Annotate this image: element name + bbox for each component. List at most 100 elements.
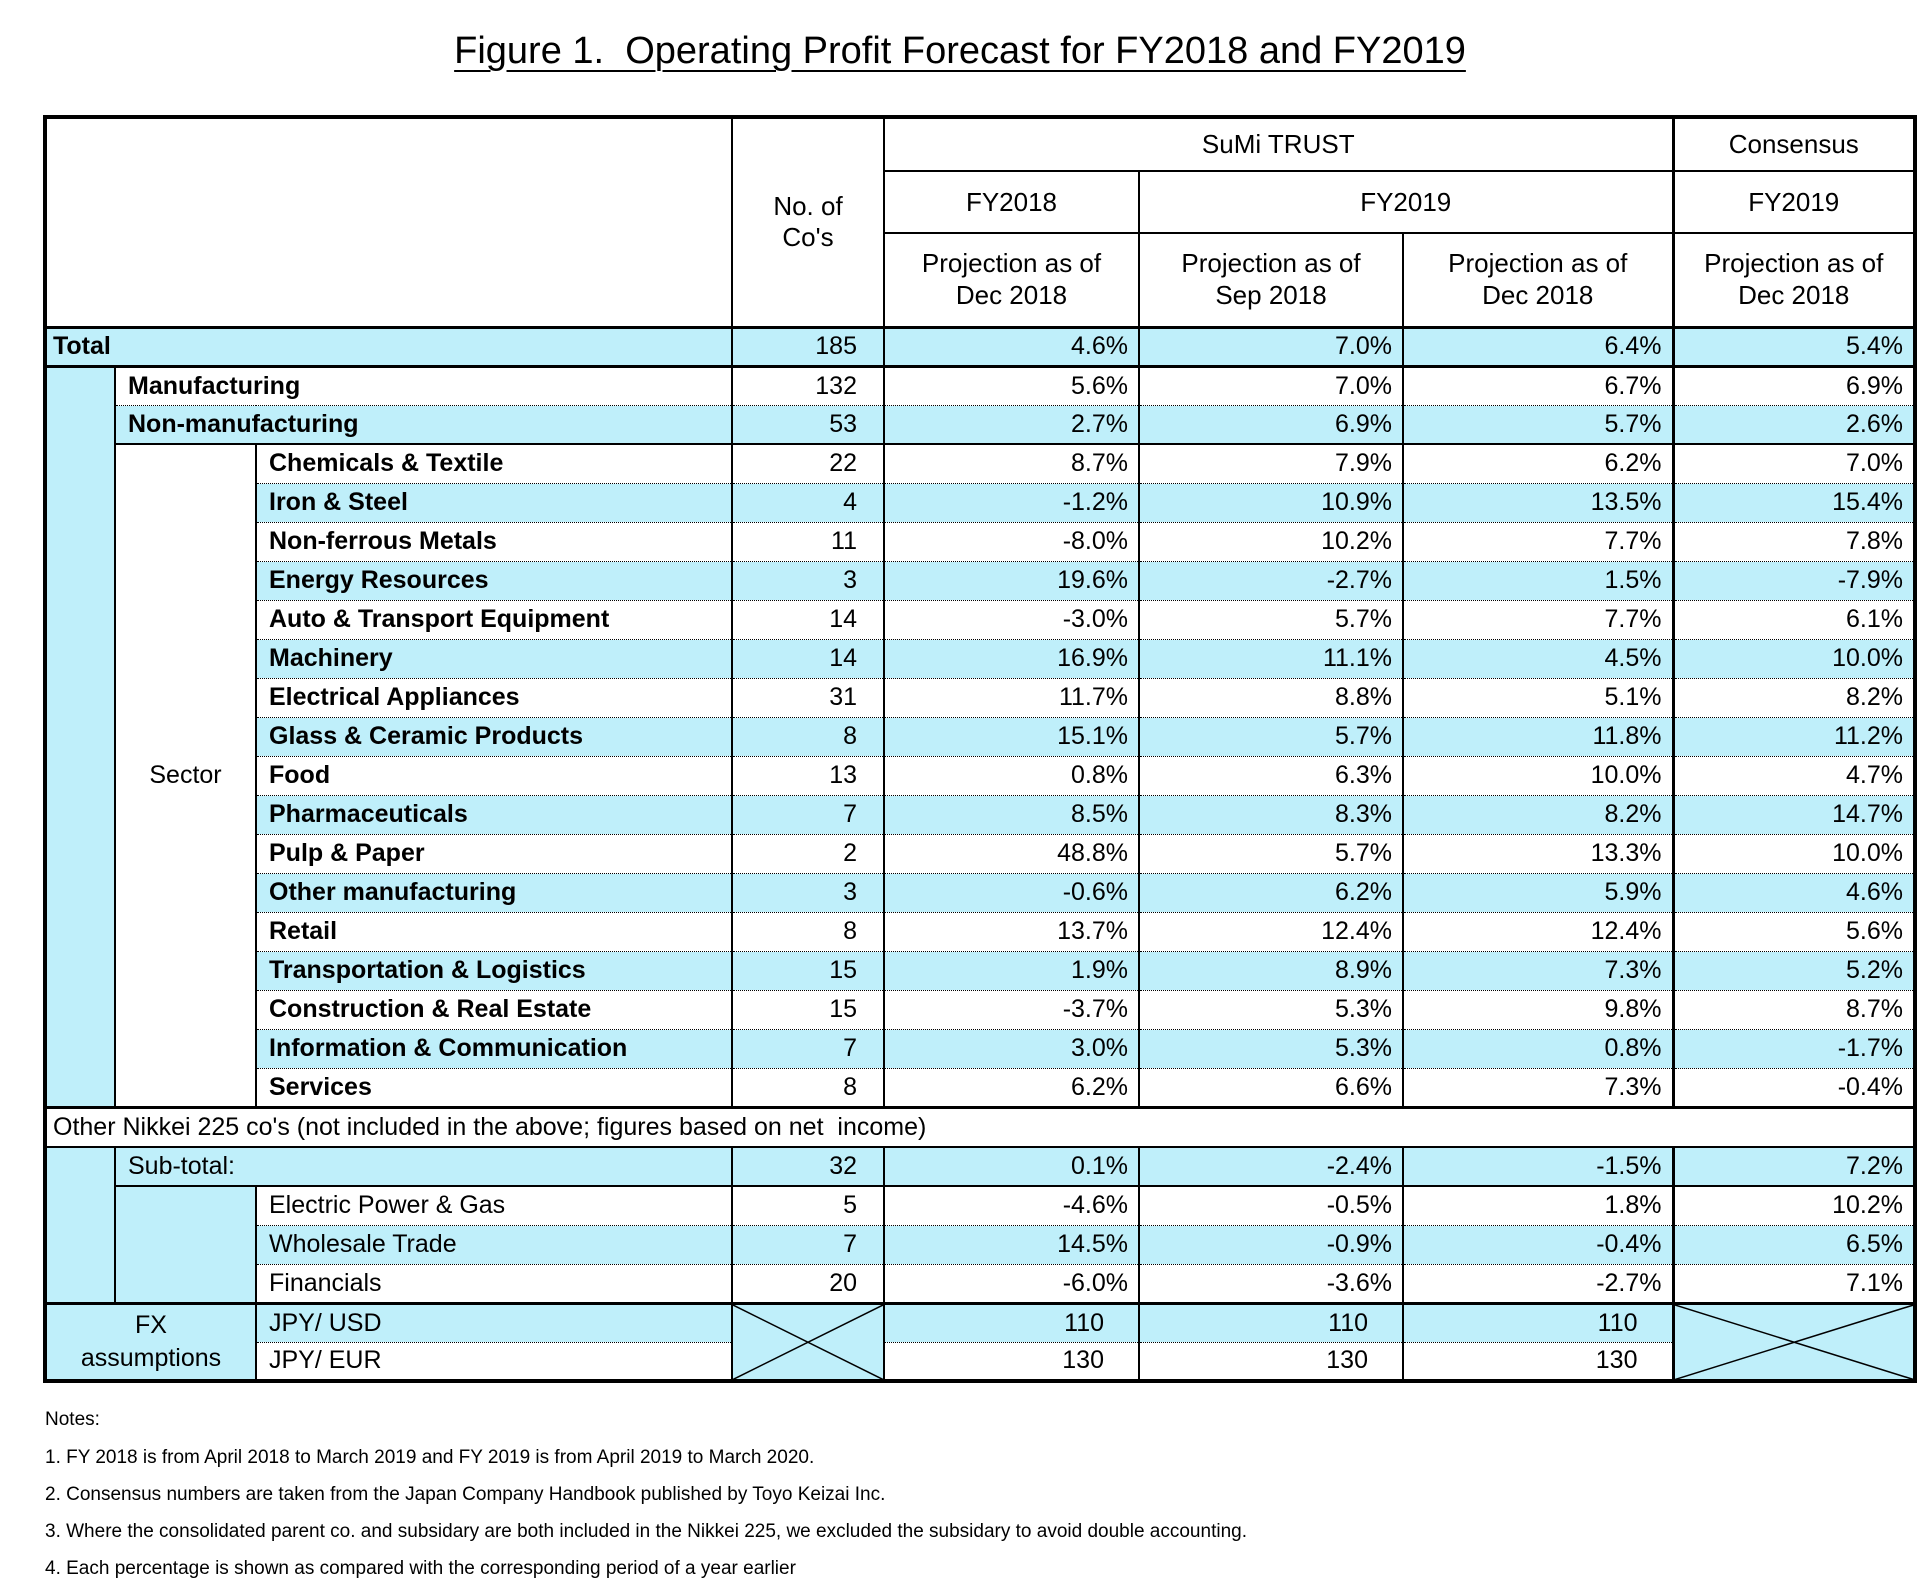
row-sector-transportation-logistics: Transportation & Logistics 15 1.9% 8.9% … [45, 950, 1916, 990]
cell-fy2018-dec: 130 [884, 1341, 1140, 1381]
cell-fy2019-sep: 6.9% [1139, 404, 1404, 444]
cell-fy2018-dec: 19.6% [884, 560, 1140, 600]
row-label: Non-ferrous Metals [256, 521, 733, 561]
cell-fy2019-sep: -2.7% [1139, 560, 1404, 600]
cell-consensus: 7.0% [1671, 443, 1916, 483]
cell-consensus: 14.7% [1671, 794, 1916, 834]
cell-fy2019-dec: 9.8% [1403, 989, 1674, 1029]
col-header-sumi-trust: SuMi TRUST [884, 117, 1674, 171]
cell-no-of-cos: 31 [732, 677, 885, 717]
cell-fy2018-dec: -3.0% [884, 599, 1140, 639]
cell-no-of-cos: 4 [732, 482, 885, 522]
row-fx-jpy-eur: JPY/ EUR 130 130 130 [45, 1341, 1915, 1381]
row-label: Total [45, 325, 733, 366]
note-4: 4. Each percentage is shown as compared … [45, 1558, 796, 1579]
row-label: Iron & Steel [256, 482, 733, 522]
cell-fy2019-dec: 8.2% [1403, 794, 1674, 834]
row-label: Transportation & Logistics [256, 950, 733, 990]
col-header-consensus-fy2019: FY2019 [1671, 170, 1916, 233]
cell-fy2019-dec: 13.5% [1403, 482, 1674, 522]
cell-fy2019-sep: 5.7% [1139, 833, 1404, 873]
row-label: Construction & Real Estate [256, 989, 733, 1029]
cell-no-of-cos: 185 [732, 325, 885, 366]
cell-fy2019-dec: 12.4% [1403, 911, 1674, 951]
fx-assumptions-label: FX assumptions [45, 1301, 257, 1381]
cell-consensus: 10.0% [1671, 638, 1916, 678]
row-label: Glass & Ceramic Products [256, 716, 733, 756]
cell-no-of-cos: 5 [732, 1185, 885, 1225]
cell-consensus: 7.2% [1671, 1146, 1916, 1186]
cell-fy2019-sep: 5.7% [1139, 599, 1404, 639]
row-sector-other-manufacturing: Other manufacturing 3 -0.6% 6.2% 5.9% 4.… [45, 872, 1916, 912]
cell-consensus: 4.7% [1671, 755, 1916, 795]
cell-fy2018-dec: 5.6% [884, 364, 1140, 405]
row-other-nikkei-heading: Other Nikkei 225 co's (not included in t… [45, 1105, 1916, 1147]
cell-fy2018-dec: 14.5% [884, 1224, 1140, 1264]
cell-fy2019-sep: 8.3% [1139, 794, 1404, 834]
cell-no-of-cos: 2 [732, 833, 885, 873]
cell-no-of-cos: 22 [732, 443, 885, 483]
cell-fy2018-dec: -6.0% [884, 1263, 1140, 1303]
cell-no-of-cos: 132 [732, 364, 885, 405]
row-label: Pulp & Paper [256, 833, 733, 873]
cell-no-of-cos: 3 [732, 872, 885, 912]
cell-consensus: -7.9% [1671, 560, 1916, 600]
cell-fy2018-dec: 16.9% [884, 638, 1140, 678]
left-blank-strip [45, 1146, 116, 1303]
no-of-cos-line1: No. of [773, 190, 843, 221]
cell-fy2019-dec: 13.3% [1403, 833, 1674, 873]
cell-fy2019-sep: 110 [1139, 1301, 1404, 1342]
cell-fy2019-sep: 8.8% [1139, 677, 1404, 717]
cell-consensus: 5.6% [1671, 911, 1916, 951]
cell-fy2019-sep: 5.3% [1139, 1028, 1404, 1068]
row-non-manufacturing: Non-manufacturing 53 2.7% 6.9% 5.7% 2.6% [45, 404, 1916, 444]
cell-fy2019-dec: 110 [1403, 1301, 1674, 1342]
row-sector-chemicals-textile: Sector Chemicals & Textile 22 8.7% 7.9% … [45, 443, 1916, 1107]
cell-fy2018-dec: 13.7% [884, 911, 1140, 951]
cell-fy2019-sep: -3.6% [1139, 1263, 1404, 1303]
cell-fy2018-dec: 3.0% [884, 1028, 1140, 1068]
row-sector-retail: Retail 8 13.7% 12.4% 12.4% 5.6% [45, 911, 1916, 951]
row-label: JPY/ EUR [256, 1341, 733, 1381]
row-label: Electrical Appliances [256, 677, 733, 717]
cell-fy2018-dec: 2.7% [884, 404, 1140, 444]
cell-no-of-cos: 20 [732, 1263, 885, 1303]
row-sector-auto-transport: Auto & Transport Equipment 14 -3.0% 5.7%… [45, 599, 1916, 639]
cell-fy2019-dec: 7.7% [1403, 599, 1674, 639]
cell-fy2018-dec: 11.7% [884, 677, 1140, 717]
other-nikkei-heading: Other Nikkei 225 co's (not included in t… [45, 1105, 1916, 1147]
row-sector-construction-real-estate: Construction & Real Estate 15 -3.7% 5.3%… [45, 989, 1916, 1029]
col-header-projection-fy2019-dec: Projection as of Dec 2018 [1403, 232, 1674, 327]
row-label: Other manufacturing [256, 872, 733, 912]
cell-fy2019-sep: 130 [1139, 1341, 1404, 1381]
row-label: Information & Communication [256, 1028, 733, 1068]
cell-fy2019-dec: 5.1% [1403, 677, 1674, 717]
cell-fy2019-dec: 11.8% [1403, 716, 1674, 756]
cell-fy2019-dec: 4.5% [1403, 638, 1674, 678]
cell-fy2019-dec: 6.7% [1403, 364, 1674, 405]
cell-fy2019-dec: 5.7% [1403, 404, 1674, 444]
cell-no-of-cos: 15 [732, 989, 885, 1029]
cell-consensus: 6.5% [1671, 1224, 1916, 1264]
row-sector-iron-steel: Iron & Steel 4 -1.2% 10.9% 13.5% 15.4% [45, 482, 1916, 522]
cell-fy2018-dec: 6.2% [884, 1067, 1140, 1107]
cell-fy2019-dec: 1.8% [1403, 1185, 1674, 1225]
cell-fy2018-dec: -3.7% [884, 989, 1140, 1029]
header-row-3: Projection as of Dec 2018 Projection as … [45, 232, 1916, 327]
cell-no-of-cos: 8 [732, 1067, 885, 1107]
operating-profit-forecast-table: No. of Co's SuMi TRUST Consensus FY2018 … [43, 115, 1917, 1383]
col-header-projection-consensus-dec: Projection as of Dec 2018 [1671, 232, 1916, 327]
cell-fy2019-sep: 10.2% [1139, 521, 1404, 561]
row-label: Wholesale Trade [256, 1224, 733, 1264]
cell-no-of-cos: 8 [732, 716, 885, 756]
cell-fy2018-dec: 0.1% [884, 1146, 1140, 1186]
row-label: Retail [256, 911, 733, 951]
row-sector-machinery: Machinery 14 16.9% 11.1% 4.5% 10.0% [45, 638, 1916, 678]
cell-fy2019-sep: 6.6% [1139, 1067, 1404, 1107]
no-of-cos-line2: Co's [782, 222, 834, 253]
figure-title: Figure 1. Operating Profit Forecast for … [454, 30, 1466, 72]
cell-fy2018-dec: 0.8% [884, 755, 1140, 795]
cell-fy2019-dec: 130 [1403, 1341, 1674, 1381]
row-label: JPY/ USD [256, 1301, 733, 1342]
cell-fy2019-sep: -2.4% [1139, 1146, 1404, 1186]
